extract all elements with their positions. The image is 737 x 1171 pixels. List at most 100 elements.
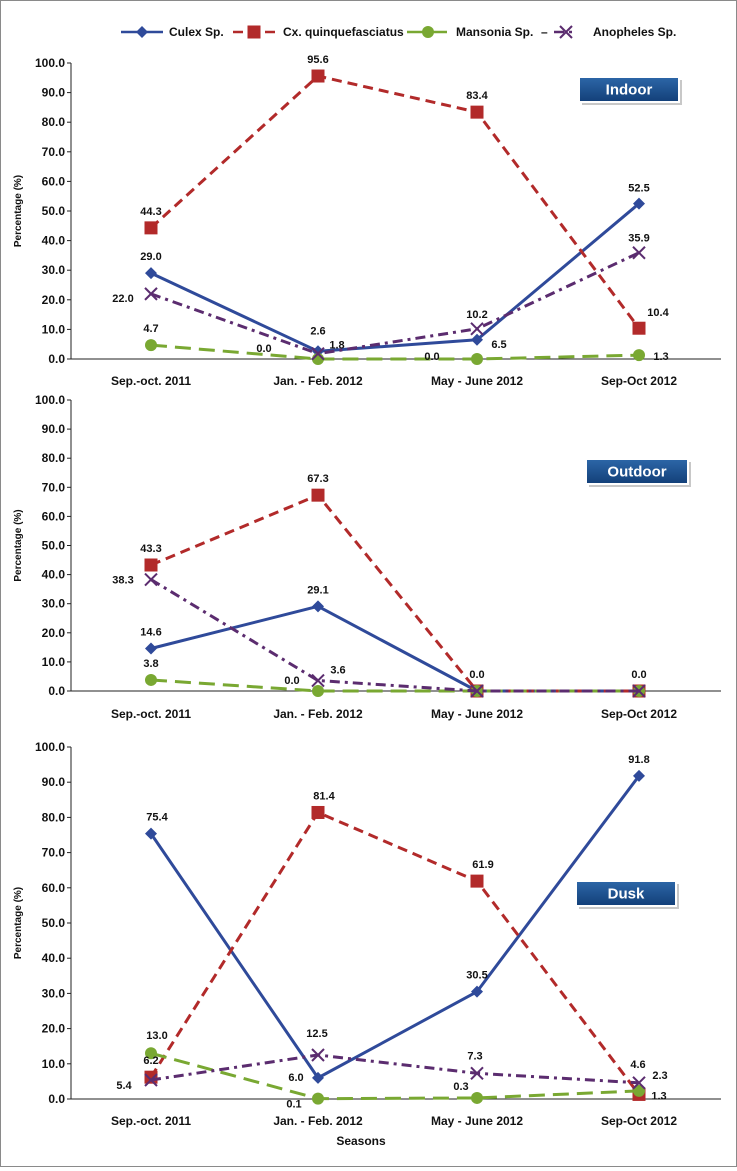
- legend-item-cx-quinquefasciatus: Cx. quinquefasciatus: [233, 25, 404, 39]
- legend-item-anopheles-sp: – Anopheles Sp.: [541, 25, 676, 39]
- y-tick-label: 70.0: [42, 846, 66, 860]
- data-point-cx-quinquefasciatus: [470, 105, 484, 119]
- x-tick-label: Jan. - Feb. 2012: [273, 374, 363, 388]
- data-label-anopheles-sp: 22.0: [112, 293, 133, 305]
- data-point-anopheles-sp-stroke-b: [311, 673, 325, 688]
- data-labels: 75.4 6.0 30.5 91.8 6.2 81.4 61.9 1.3 13.0 0.1 0.3 2…: [116, 754, 667, 1111]
- chart-panel-indoor: 0.0 10.0 20.0 30.0 40.0 50.0 60.0 70.0 80.0 90.0 1…: [13, 54, 721, 388]
- y-tick-label: 20.0: [42, 1022, 66, 1036]
- data-point-cx-quinquefasciatus: [144, 1070, 158, 1084]
- series-line-anopheles-sp: [150, 1053, 640, 1085]
- series-line-culex-sp: [149, 774, 641, 1080]
- x-tick-label: Sep.-oct. 2011: [111, 707, 191, 721]
- data-point-culex-sp: [145, 827, 157, 840]
- data-point-anopheles-sp: [470, 1066, 484, 1081]
- y-tick-label: 60.0: [42, 174, 66, 188]
- x-tick-labels: Sep.-oct. 2011 Jan. - Feb. 2012 May - June…: [111, 374, 677, 388]
- data-point-anopheles-sp-stroke-b: [144, 287, 158, 301]
- y-tick-label: 0.0: [48, 684, 65, 698]
- series-anopheles-sp: [144, 572, 646, 698]
- y-tick-label: 90.0: [42, 422, 66, 436]
- data-point-mansonia-sp: [312, 1092, 324, 1105]
- series-anopheles-sp: [144, 246, 646, 361]
- panel-title-badge: Indoor: [578, 76, 682, 105]
- y-tick-label: 20.0: [42, 293, 66, 307]
- panel-title: Outdoor: [607, 464, 666, 481]
- data-label-cx-quinquefasciatus: 43.3: [140, 543, 161, 555]
- data-label-mansonia-sp: 13.0: [146, 1030, 167, 1042]
- data-label-cx-quinquefasciatus: 1.3: [651, 1090, 666, 1102]
- data-point-cx-quinquefasciatus: [470, 874, 484, 888]
- data-labels: 29.0 2.6 6.5 52.5 44.3 95.6 83.4 10.4 4.7 0.0 0.0 1…: [112, 54, 669, 363]
- y-tick-label: 70.0: [42, 480, 66, 494]
- legend-label-cx-quinquefasciatus: Cx. quinquefasciatus: [283, 25, 404, 39]
- y-tick-label: 0.0: [48, 1092, 65, 1106]
- badge-box: [578, 76, 680, 103]
- y-tick-label: 40.0: [42, 568, 66, 582]
- y-tick-label: 30.0: [42, 597, 66, 611]
- data-label-culex-sp: 6.5: [491, 339, 506, 351]
- panel-title-badge: Outdoor: [585, 458, 691, 487]
- data-point-anopheles-sp: [632, 1076, 646, 1090]
- charts: 0.0 10.0 20.0 30.0 40.0 50.0 60.0 70.0 80.0 90.0 1…: [13, 54, 721, 1148]
- series-culex-sp: [145, 600, 645, 697]
- data-label-anopheles-sp: 5.4: [116, 1080, 132, 1092]
- legend-marker-culex-sp: [136, 26, 148, 38]
- data-point-cx-quinquefasciatus: [311, 69, 325, 83]
- x-tick-labels: Sep.-oct. 2011 Jan. - Feb. 2012 May - June…: [111, 1114, 677, 1128]
- series-cx-quinquefasciatus: [144, 488, 646, 698]
- panel-title-badge: Dusk: [575, 880, 679, 909]
- y-axis-title: Percentage (%): [13, 509, 24, 581]
- data-label-anopheles-sp: 38.3: [112, 575, 133, 587]
- data-point-culex-sp: [145, 642, 157, 655]
- x-tick-label: Sep-Oct 2012: [601, 1114, 677, 1128]
- data-point-culex-sp: [471, 333, 483, 346]
- legend-marker-anopheles-sp: [559, 25, 573, 39]
- data-point-anopheles-sp-stroke-b: [632, 246, 646, 260]
- x-tick-label: Sep-Oct 2012: [601, 374, 677, 388]
- data-label-mansonia-sp: 3.8: [143, 658, 158, 670]
- data-point-anopheles-sp: [144, 1073, 158, 1087]
- data-label-culex-sp: 52.5: [628, 183, 649, 195]
- data-point-anopheles-sp: [632, 684, 646, 698]
- series-line-anopheles-sp: [150, 251, 640, 356]
- y-tick-label: 90.0: [42, 86, 66, 100]
- series-line-mansonia-sp: [150, 678, 639, 693]
- data-point-anopheles-sp-stroke-b: [470, 684, 484, 698]
- data-label-culex-sp: 29.0: [140, 251, 161, 263]
- data-label-anopheles-sp: 3.6: [330, 665, 345, 677]
- data-point-anopheles-sp-stroke-b: [311, 346, 325, 361]
- series-line-mansonia-sp: [150, 343, 640, 361]
- y-tick-label: 30.0: [42, 986, 66, 1000]
- x-tick-label: Jan. - Feb. 2012: [273, 1114, 363, 1128]
- y-tick-label: 30.0: [42, 263, 66, 277]
- data-point-mansonia-sp: [471, 353, 483, 365]
- data-point-cx-quinquefasciatus: [311, 805, 325, 819]
- data-point-anopheles-sp-stroke-b: [470, 1066, 484, 1081]
- data-label-cx-quinquefasciatus: 0.0: [469, 669, 484, 681]
- series-anopheles-sp: [144, 1048, 646, 1090]
- data-label-cx-quinquefasciatus: 44.3: [140, 206, 161, 218]
- series-mansonia-sp: [145, 1047, 645, 1105]
- y-tick-label: 10.0: [42, 322, 66, 336]
- series-line-culex-sp: [150, 202, 640, 353]
- y-axis-title: Percentage (%): [13, 175, 24, 247]
- x-tick-label: Jan. - Feb. 2012: [273, 707, 363, 721]
- data-point-mansonia-sp: [145, 1047, 157, 1060]
- series-cx-quinquefasciatus: [144, 69, 646, 335]
- panel-title: Indoor: [606, 82, 653, 99]
- y-tick-label: 50.0: [42, 539, 66, 553]
- x-tick-label: May - June 2012: [431, 707, 523, 721]
- data-point-anopheles-sp: [311, 346, 325, 361]
- data-point-mansonia-sp: [633, 1084, 645, 1097]
- data-label-culex-sp: 2.6: [310, 325, 325, 337]
- data-point-culex-sp: [633, 197, 645, 210]
- y-tick-label: 100.0: [35, 56, 65, 70]
- data-point-anopheles-sp-stroke-b: [144, 572, 158, 587]
- data-label-mansonia-sp: 0.0: [424, 351, 439, 363]
- data-point-anopheles-sp-stroke-b: [470, 322, 484, 336]
- data-point-cx-quinquefasciatus: [311, 488, 325, 502]
- legend-item-mansonia-sp: Mansonia Sp.: [407, 25, 533, 39]
- series-line-cx-quinquefasciatus: [149, 810, 641, 1096]
